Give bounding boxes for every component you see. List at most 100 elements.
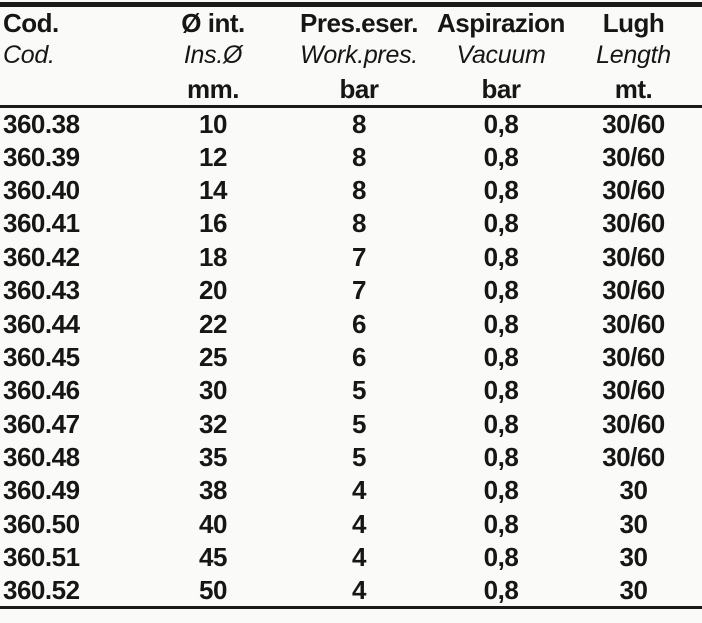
cell-cod: 360.51 xyxy=(3,542,80,573)
table-row: 360.48 35 5 0,8 30/60 xyxy=(0,440,702,473)
cell-inside-diameter: 25 xyxy=(199,341,227,372)
col-unit-pressure: bar xyxy=(339,73,379,104)
cell-vacuum: 0,8 xyxy=(483,241,519,272)
col-unit-cod xyxy=(0,73,145,107)
cell-inside-diameter: 38 xyxy=(199,475,227,506)
cell-length: 30/60 xyxy=(602,141,665,172)
col-header-length-en: Length xyxy=(596,41,671,69)
table-row: 360.51 45 4 0,8 30 xyxy=(0,541,702,574)
cell-length: 30/60 xyxy=(602,241,665,272)
table-row: 360.46 30 5 0,8 30/60 xyxy=(0,374,702,407)
col-unit-diameter: mm. xyxy=(187,73,239,104)
cell-working-pressure: 7 xyxy=(352,275,366,306)
cell-inside-diameter: 22 xyxy=(199,308,227,339)
cell-length: 30/60 xyxy=(602,408,665,439)
cell-cod: 360.52 xyxy=(3,574,80,605)
header-row-english: Cod. Ins.Ø Work.pres. Vacuum Length xyxy=(0,39,702,73)
col-header-cod-it: Cod. xyxy=(3,7,59,38)
cell-working-pressure: 4 xyxy=(352,475,366,506)
cell-working-pressure: 6 xyxy=(352,308,366,339)
table-row: 360.39 12 8 0,8 30/60 xyxy=(0,140,702,173)
cell-vacuum: 0,8 xyxy=(483,375,519,406)
cell-vacuum: 0,8 xyxy=(483,275,519,306)
cell-working-pressure: 8 xyxy=(352,208,366,239)
table-body: 360.38 10 8 0,8 30/60 360.39 12 8 0,8 30… xyxy=(0,107,702,608)
cell-length: 30 xyxy=(619,475,648,506)
cell-inside-diameter: 35 xyxy=(199,442,227,473)
col-header-diameter-en: Ins.Ø xyxy=(183,41,243,69)
table-row: 360.49 38 4 0,8 30 xyxy=(0,474,702,507)
col-header-vacuum-it: Aspirazione xyxy=(437,7,565,38)
col-header-diameter-it: Ø int. xyxy=(181,7,245,38)
cell-cod: 360.49 xyxy=(3,475,80,506)
cell-working-pressure: 5 xyxy=(352,375,366,406)
cell-vacuum: 0,8 xyxy=(483,108,519,139)
table-row: 360.47 32 5 0,8 30/60 xyxy=(0,407,702,440)
cell-length: 30/60 xyxy=(602,108,665,139)
cell-inside-diameter: 30 xyxy=(199,375,227,406)
cell-cod: 360.41 xyxy=(3,208,80,239)
col-unit-length: mt. xyxy=(614,73,653,104)
cell-vacuum: 0,8 xyxy=(483,475,519,506)
cell-working-pressure: 8 xyxy=(352,174,366,205)
cell-inside-diameter: 20 xyxy=(199,275,227,306)
cell-working-pressure: 4 xyxy=(352,574,366,605)
cell-inside-diameter: 16 xyxy=(199,208,227,239)
table-row: 360.43 20 7 0,8 30/60 xyxy=(0,273,702,306)
cell-working-pressure: 5 xyxy=(352,442,366,473)
header-row-units: mm. bar bar mt. xyxy=(0,73,702,107)
cell-working-pressure: 4 xyxy=(352,542,366,573)
cell-cod: 360.38 xyxy=(3,108,80,139)
cell-length: 30/60 xyxy=(602,174,665,205)
cell-length: 30/60 xyxy=(602,375,665,406)
table-row: 360.52 50 4 0,8 30 xyxy=(0,574,702,607)
cell-working-pressure: 6 xyxy=(352,341,366,372)
cell-vacuum: 0,8 xyxy=(483,408,519,439)
table-row: 360.44 22 6 0,8 30/60 xyxy=(0,307,702,340)
cell-cod: 360.45 xyxy=(3,341,80,372)
cell-cod: 360.50 xyxy=(3,508,80,539)
cell-inside-diameter: 18 xyxy=(199,241,227,272)
table-row: 360.45 25 6 0,8 30/60 xyxy=(0,340,702,373)
cell-inside-diameter: 14 xyxy=(199,174,227,205)
table-header: Cod. Ø int. Pres.eser. Aspirazione Lugh … xyxy=(0,5,702,107)
col-header-cod-en: Cod. xyxy=(3,41,55,69)
cell-length: 30 xyxy=(619,508,648,539)
col-header-pressure-en: Work.pres. xyxy=(300,41,418,69)
cell-cod: 360.44 xyxy=(3,308,80,339)
table-row: 360.38 10 8 0,8 30/60 xyxy=(0,107,702,140)
cell-vacuum: 0,8 xyxy=(483,542,519,573)
table-row: 360.41 16 8 0,8 30/60 xyxy=(0,207,702,240)
cell-length: 30/60 xyxy=(602,275,665,306)
cell-vacuum: 0,8 xyxy=(483,308,519,339)
cell-vacuum: 0,8 xyxy=(483,508,519,539)
cell-inside-diameter: 32 xyxy=(199,408,227,439)
cell-working-pressure: 5 xyxy=(352,408,366,439)
cell-vacuum: 0,8 xyxy=(483,174,519,205)
cell-length: 30 xyxy=(619,542,648,573)
cell-cod: 360.43 xyxy=(3,275,80,306)
cell-length: 30 xyxy=(619,574,648,605)
cell-vacuum: 0,8 xyxy=(483,442,519,473)
cell-working-pressure: 8 xyxy=(352,141,366,172)
cell-working-pressure: 4 xyxy=(352,508,366,539)
col-header-vacuum-en: Vacuum xyxy=(456,41,546,69)
cell-cod: 360.48 xyxy=(3,442,80,473)
col-unit-vacuum: bar xyxy=(481,73,521,104)
col-header-length-it: Lugh xyxy=(602,7,665,38)
cell-vacuum: 0,8 xyxy=(483,208,519,239)
cell-cod: 360.39 xyxy=(3,141,80,172)
hose-spec-table: Cod. Ø int. Pres.eser. Aspirazione Lugh … xyxy=(0,2,702,609)
cell-inside-diameter: 45 xyxy=(199,542,227,573)
cell-length: 30/60 xyxy=(602,308,665,339)
table-row: 360.42 18 7 0,8 30/60 xyxy=(0,240,702,273)
cell-inside-diameter: 40 xyxy=(199,508,227,539)
cell-vacuum: 0,8 xyxy=(483,574,519,605)
cell-vacuum: 0,8 xyxy=(483,141,519,172)
header-row-italian: Cod. Ø int. Pres.eser. Aspirazione Lugh xyxy=(0,5,702,39)
cell-length: 30/60 xyxy=(602,341,665,372)
cell-inside-diameter: 12 xyxy=(199,141,227,172)
cell-vacuum: 0,8 xyxy=(483,341,519,372)
table-row: 360.40 14 8 0,8 30/60 xyxy=(0,173,702,206)
